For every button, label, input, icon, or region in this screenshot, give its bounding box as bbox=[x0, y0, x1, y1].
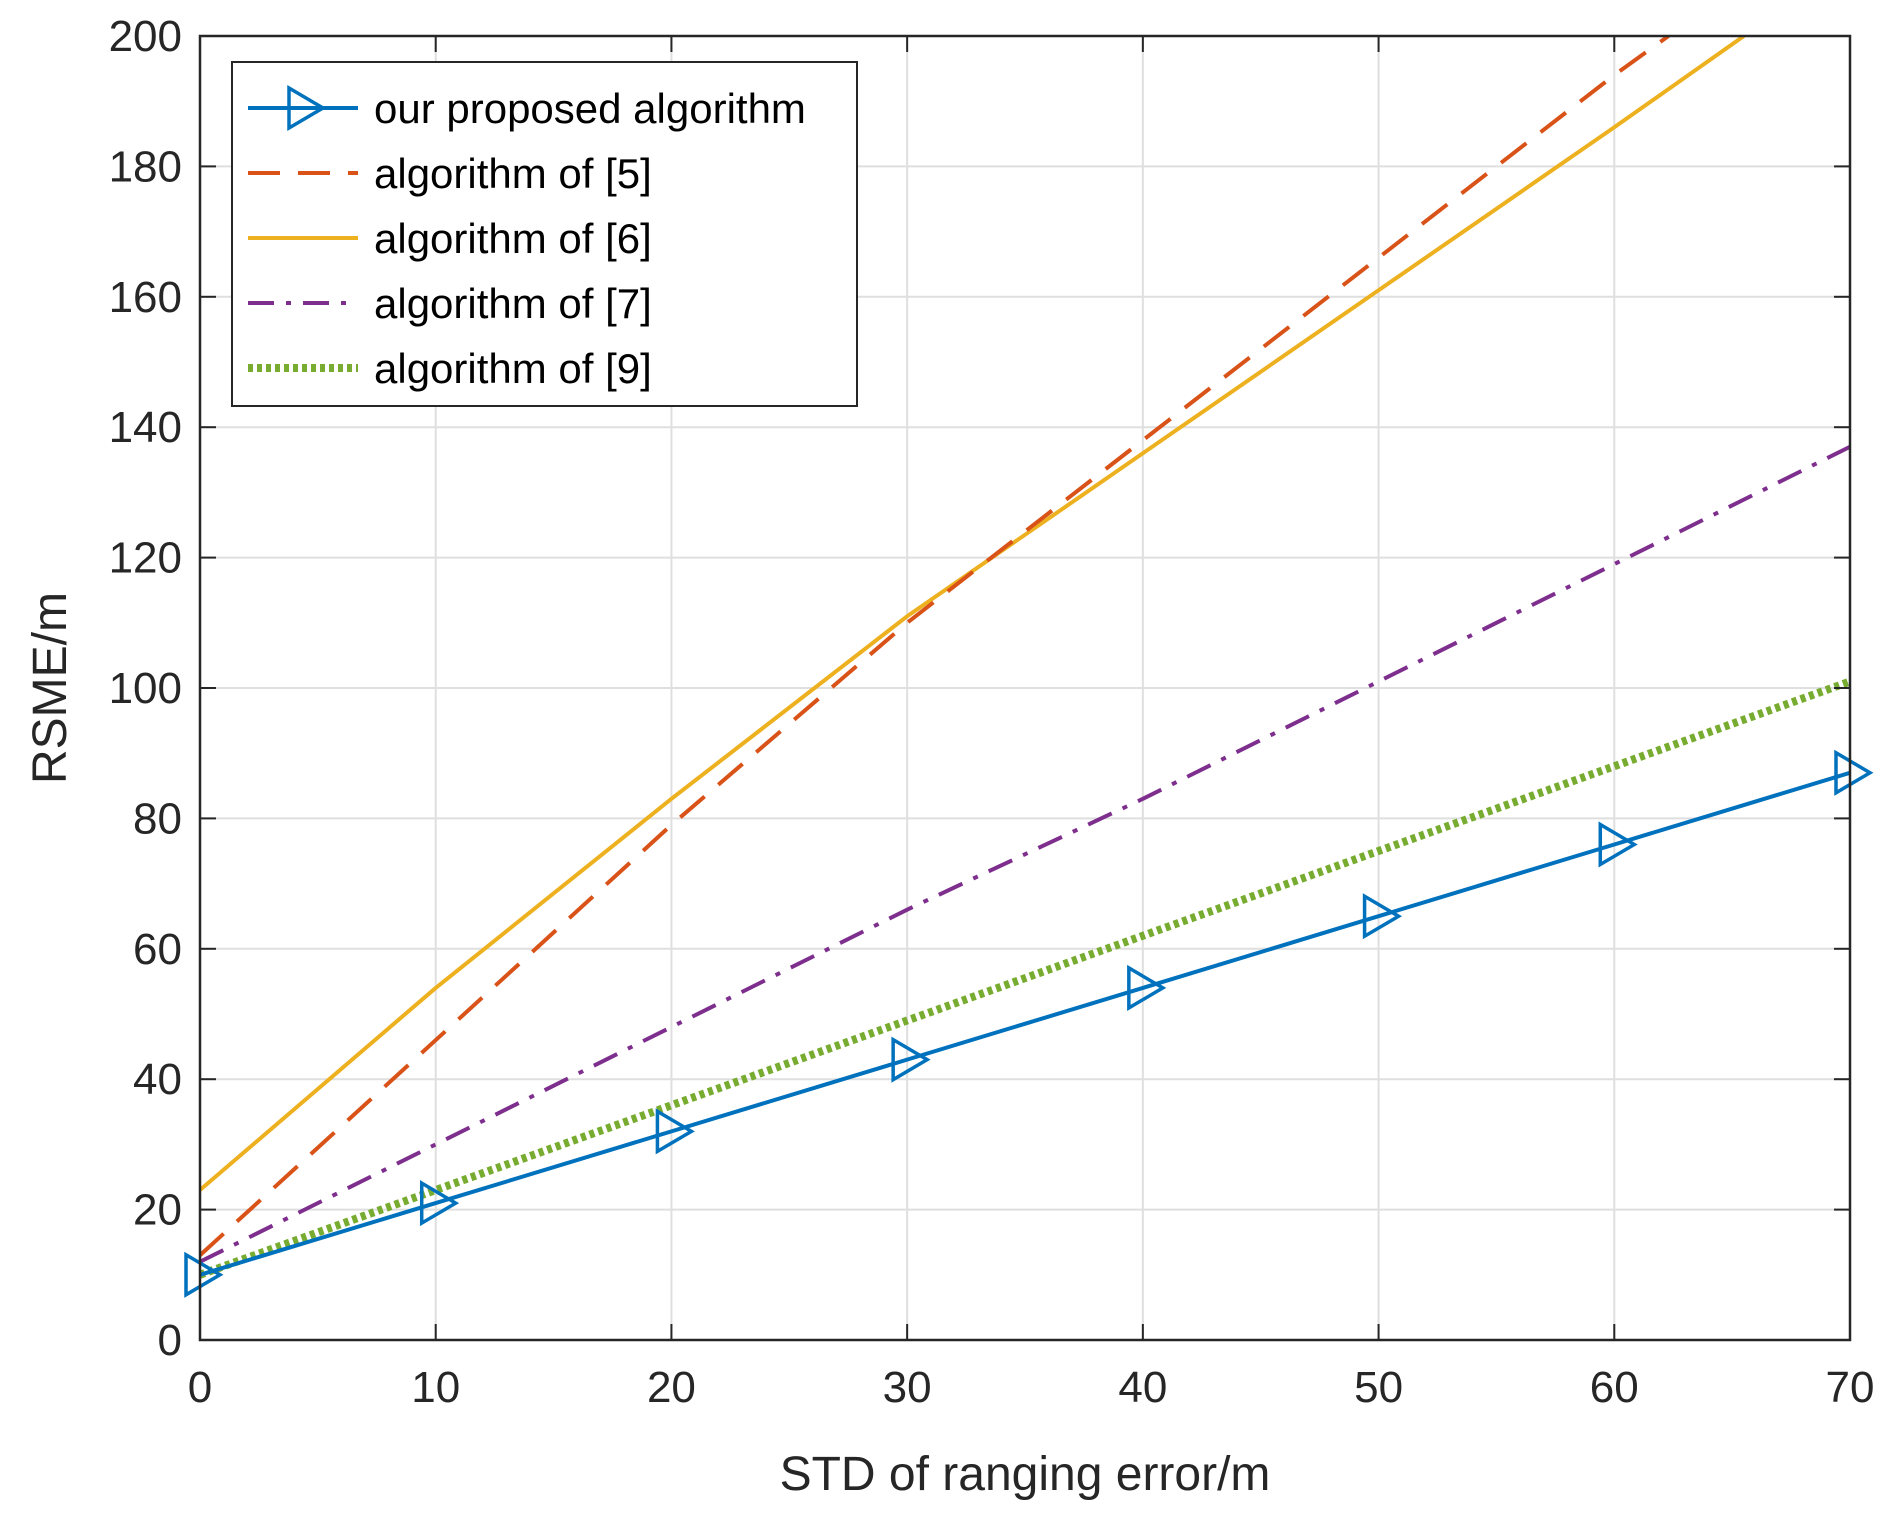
series-line-4 bbox=[200, 677, 1850, 1279]
y-tick-label: 40 bbox=[133, 1055, 182, 1104]
y-tick-labels: 0 20 40 60 80 100 120 140 160 180 200 bbox=[109, 12, 182, 1365]
series-line-2 bbox=[200, 36, 1746, 1192]
series-line-3 bbox=[200, 444, 1850, 1264]
y-tick-label: 160 bbox=[109, 273, 182, 322]
x-tick-label: 0 bbox=[188, 1363, 212, 1412]
y-tick-label: 180 bbox=[109, 142, 182, 191]
series-line-1 bbox=[200, 36, 1670, 1257]
y-tick-label: 60 bbox=[133, 925, 182, 974]
series-layer bbox=[200, 36, 1850, 1279]
legend-label-1: algorithm of [5] bbox=[374, 150, 652, 197]
x-tick-label: 20 bbox=[647, 1363, 696, 1412]
legend-label-4: algorithm of [9] bbox=[374, 345, 652, 392]
y-tick-label: 80 bbox=[133, 794, 182, 843]
y-tick-label: 200 bbox=[109, 12, 182, 61]
x-axis-title: STD of ranging error/m bbox=[780, 1448, 1271, 1501]
y-tick-label: 0 bbox=[158, 1316, 182, 1365]
series-0-point bbox=[1598, 821, 1638, 868]
series-0-point bbox=[419, 1180, 460, 1227]
series-0-point bbox=[655, 1108, 695, 1155]
y-tick-label: 140 bbox=[109, 403, 182, 452]
y-tick-label: 100 bbox=[109, 664, 182, 713]
series-0-point bbox=[184, 1251, 224, 1298]
x-tick-label: 70 bbox=[1826, 1363, 1875, 1412]
series-0-point bbox=[1362, 893, 1403, 940]
series-0-point bbox=[1127, 964, 1167, 1011]
y-tick-label: 20 bbox=[133, 1186, 182, 1235]
x-tick-label: 60 bbox=[1590, 1363, 1639, 1412]
legend-marker-0 bbox=[287, 84, 327, 132]
legend-label-3: algorithm of [7] bbox=[374, 280, 652, 327]
legend-label-2: algorithm of [6] bbox=[374, 215, 652, 262]
ticks bbox=[199, 35, 1851, 1341]
y-axis-title: RSME/m bbox=[24, 592, 77, 784]
x-tick-label: 30 bbox=[883, 1363, 932, 1412]
x-tick-label: 10 bbox=[411, 1363, 460, 1412]
series-line-0 bbox=[200, 770, 1850, 1277]
series-0-point bbox=[891, 1036, 931, 1083]
x-tick-labels: 0 10 20 30 40 50 60 70 bbox=[188, 1363, 1875, 1412]
series-0-point bbox=[1834, 749, 1874, 796]
legend: our proposed algorithm algorithm of [5] al… bbox=[231, 61, 858, 407]
x-tick-label: 40 bbox=[1118, 1363, 1167, 1412]
x-tick-label: 50 bbox=[1354, 1363, 1403, 1412]
marker-layer bbox=[184, 749, 1874, 1298]
legend-box bbox=[231, 61, 858, 407]
y-tick-label: 120 bbox=[109, 534, 182, 583]
legend-label-0: our proposed algorithm bbox=[374, 85, 806, 132]
